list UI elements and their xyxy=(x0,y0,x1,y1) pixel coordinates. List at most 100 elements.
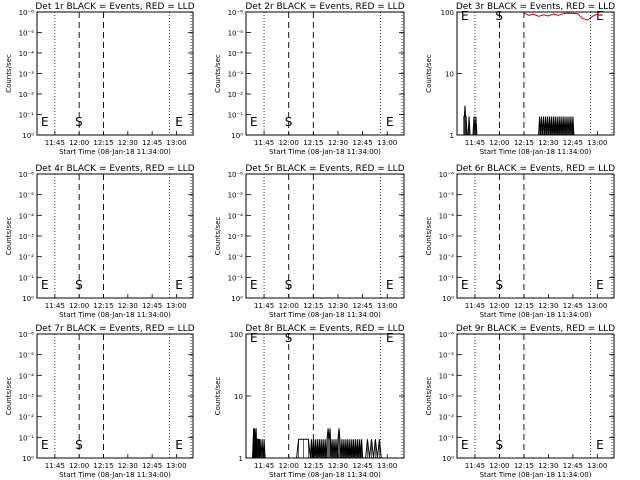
x-tick-label: 13:00 xyxy=(166,462,186,470)
detector-plot: Det 7r BLACK = Events, RED = LLD Counts/s… xyxy=(5,324,195,479)
event-marker: E xyxy=(386,331,394,345)
x-tick-label: 12:30 xyxy=(328,139,348,147)
x-axis-label: Start Time (08-Jan-18 11:34:00) xyxy=(480,471,592,479)
y-tick-label: 10⁻⁴ xyxy=(228,50,244,58)
x-tick-label: 12:00 xyxy=(279,139,299,147)
plot-title: Det 8r BLACK = Events, RED = LLD xyxy=(245,324,404,334)
event-marker: E xyxy=(596,278,604,292)
y-tick-label: 10⁻¹ xyxy=(19,112,35,120)
x-tick-label: 12:15 xyxy=(303,139,323,147)
x-tick-label: 12:30 xyxy=(538,462,558,470)
y-tick-label: 10⁻² xyxy=(19,254,35,262)
y-tick-label: 10⁻⁴ xyxy=(439,212,455,220)
x-tick-label: 12:45 xyxy=(563,462,583,470)
y-tick-label: 10⁻⁶ xyxy=(228,9,244,17)
y-tick-label: 10⁻¹ xyxy=(19,434,35,442)
y-tick-label: 10⁻¹ xyxy=(19,274,35,282)
y-tick-label: 1 xyxy=(450,132,454,140)
x-axis-label: Start Time (08-Jan-18 11:34:00) xyxy=(59,311,171,319)
detector-plot: Det 3r BLACK = Events, RED = LLD Counts/s… xyxy=(425,2,615,156)
event-marker: E xyxy=(386,278,394,292)
y-tick-label: 10⁻³ xyxy=(19,393,35,401)
x-tick-label: 12:30 xyxy=(328,462,348,470)
x-tick-label: 11:45 xyxy=(45,462,65,470)
y-tick-label: 10⁻⁵ xyxy=(19,30,35,38)
x-tick-label: 13:00 xyxy=(587,302,607,310)
plot-title: Det 3r BLACK = Events, RED = LLD xyxy=(456,2,615,12)
x-tick-label: 13:00 xyxy=(587,139,607,147)
y-axis-label: Counts/sec xyxy=(214,54,222,93)
x-tick-label: 12:00 xyxy=(69,302,89,310)
x-tick-label: 12:15 xyxy=(93,139,113,147)
event-marker: S xyxy=(495,9,503,23)
x-tick-label: 11:45 xyxy=(254,302,274,310)
y-tick-label: 10⁰ xyxy=(231,295,243,303)
y-tick-label: 10⁻⁵ xyxy=(19,192,35,200)
x-tick-label: 12:45 xyxy=(142,139,162,147)
x-tick-label: 12:30 xyxy=(538,302,558,310)
y-tick-label: 10⁻⁴ xyxy=(19,212,35,220)
y-tick-label: 10⁻² xyxy=(228,254,244,262)
x-tick-label: 13:00 xyxy=(166,302,186,310)
y-tick-label: 10⁻⁶ xyxy=(19,9,35,17)
x-tick-label: 12:00 xyxy=(69,462,89,470)
start-edge-marker: E xyxy=(250,278,258,292)
y-tick-label: 10⁻³ xyxy=(19,71,35,79)
event-marker: E xyxy=(596,438,604,452)
y-axis-label: Counts/sec xyxy=(425,54,433,93)
y-tick-label: 10⁻¹ xyxy=(228,274,244,282)
series-line xyxy=(463,105,593,136)
y-axis-label: Counts/sec xyxy=(214,377,222,416)
event-marker: E xyxy=(175,115,183,129)
x-tick-label: 12:00 xyxy=(489,302,509,310)
plot-title: Det 6r BLACK = Events, RED = LLD xyxy=(456,164,615,174)
y-tick-label: 10⁰ xyxy=(22,295,34,303)
event-marker: S xyxy=(285,278,293,292)
event-marker: E xyxy=(596,9,604,23)
x-tick-label: 12:00 xyxy=(69,139,89,147)
y-tick-label: 10⁻⁶ xyxy=(228,171,244,179)
y-tick-label: 10⁻⁵ xyxy=(228,192,244,200)
y-tick-label: 10⁻² xyxy=(439,254,455,262)
y-axis-label: Counts/sec xyxy=(425,217,433,256)
x-tick-label: 11:45 xyxy=(254,462,274,470)
x-tick-label: 11:45 xyxy=(45,139,65,147)
y-tick-label: 10⁰ xyxy=(442,295,454,303)
series-line xyxy=(523,12,601,21)
y-tick-label: 10⁻⁴ xyxy=(228,212,244,220)
y-tick-label: 10⁻⁴ xyxy=(19,50,35,58)
x-tick-label: 13:00 xyxy=(587,462,607,470)
y-axis-label: Counts/sec xyxy=(425,377,433,416)
start-edge-marker: E xyxy=(461,438,469,452)
event-marker: S xyxy=(75,438,83,452)
y-tick-label: 10⁻² xyxy=(19,91,35,99)
x-axis-label: Start Time (08-Jan-18 11:34:00) xyxy=(269,148,381,156)
x-axis-label: Start Time (08-Jan-18 11:34:00) xyxy=(269,471,381,479)
y-tick-label: 10⁻³ xyxy=(439,233,455,241)
plot-title: Det 7r BLACK = Events, RED = LLD xyxy=(35,324,194,334)
x-tick-label: 12:45 xyxy=(353,462,373,470)
y-axis-label: Counts/sec xyxy=(5,217,13,256)
x-tick-label: 12:30 xyxy=(118,462,138,470)
y-tick-label: 10⁻⁶ xyxy=(439,171,455,179)
x-tick-label: 12:00 xyxy=(489,462,509,470)
x-tick-label: 12:30 xyxy=(538,139,558,147)
event-marker: S xyxy=(285,115,293,129)
y-axis-label: Counts/sec xyxy=(5,377,13,416)
y-tick-label: 10 xyxy=(234,393,243,401)
start-edge-marker: E xyxy=(41,115,49,129)
x-tick-label: 12:45 xyxy=(142,302,162,310)
x-tick-label: 12:15 xyxy=(303,462,323,470)
x-tick-label: 13:00 xyxy=(377,462,397,470)
x-tick-label: 11:45 xyxy=(254,139,274,147)
y-tick-label: 10⁻³ xyxy=(19,233,35,241)
y-tick-label: 10⁰ xyxy=(22,455,34,463)
plot-title: Det 1r BLACK = Events, RED = LLD xyxy=(35,2,194,12)
y-tick-label: 10⁻² xyxy=(19,414,35,422)
x-tick-label: 12:15 xyxy=(514,302,534,310)
start-edge-marker: E xyxy=(461,9,469,23)
x-tick-label: 12:45 xyxy=(353,302,373,310)
y-axis-label: Counts/sec xyxy=(214,217,222,256)
start-edge-marker: E xyxy=(41,438,49,452)
